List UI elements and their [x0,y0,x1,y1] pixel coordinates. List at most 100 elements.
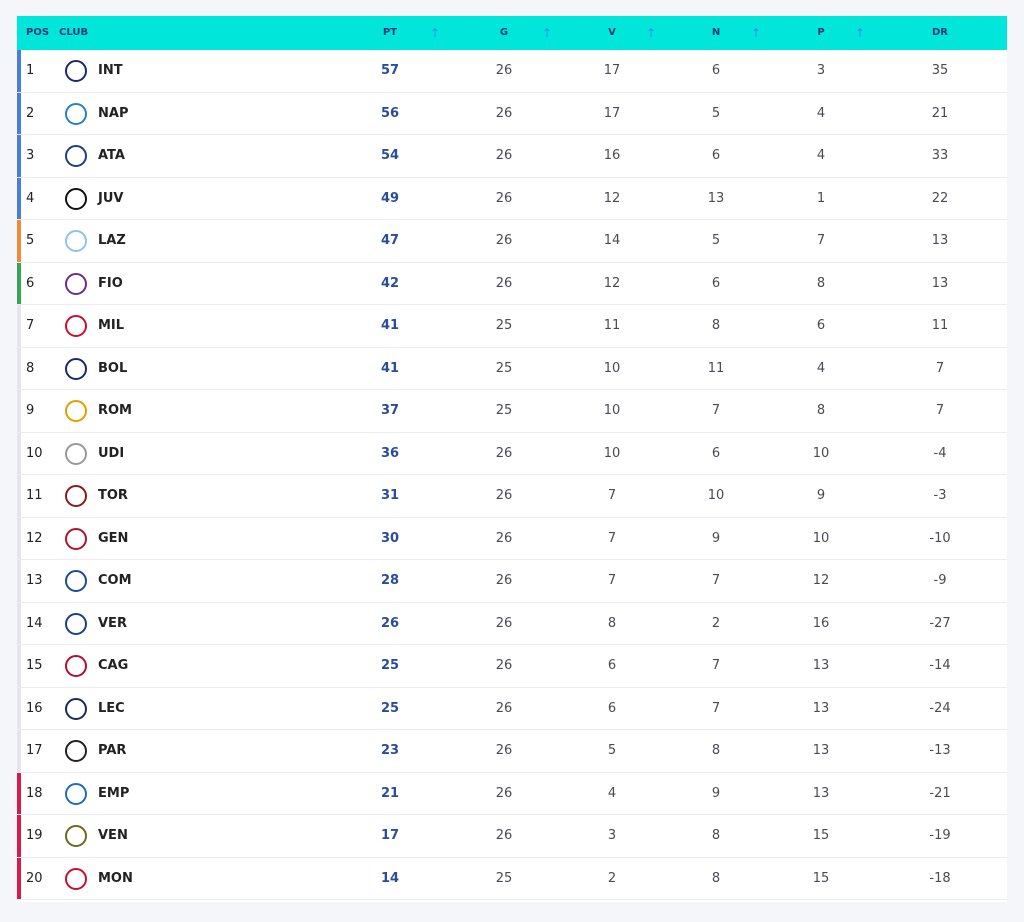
stat: 3 [816,63,826,78]
stat: 26 [495,743,513,758]
column-header[interactable]: P [817,27,825,38]
zone-marker [17,687,21,729]
stat: -9 [933,573,947,588]
sort-arrow[interactable]: ↑ [751,26,762,40]
points: 21 [380,785,400,801]
table-row[interactable]: 1 INT 57 26 17 6 3 35 [17,50,1007,93]
stat: 26 [495,828,513,843]
table-row[interactable]: 15 CAG 25 26 6 7 13 -14 [17,645,1007,688]
table-row[interactable]: 19 VEN 17 26 3 8 15 -19 [17,815,1007,858]
club-name: ATA [98,148,125,163]
stat: 1 [816,190,826,206]
club-logo [65,697,87,720]
stat: 11 [603,318,621,333]
stat: 8 [711,870,721,886]
club-logo [65,102,87,125]
club-name: MON [98,870,133,886]
stat: 10 [603,360,621,376]
club-name: MIL [98,318,125,333]
club-name: VEN [98,828,128,843]
stat: 15 [812,870,830,886]
stat: 10 [707,488,725,503]
stat: 13 [707,190,725,206]
column-header[interactable]: V [608,27,616,38]
stat: 8 [816,403,826,418]
club-logo [65,527,87,550]
position: 10 [26,445,43,461]
stat: 6 [711,63,721,78]
club-name: TOR [98,488,128,503]
stat: 10 [812,445,830,461]
table-row[interactable]: 2 NAP 56 26 17 5 4 21 [17,92,1007,135]
zone-marker [17,92,21,134]
zone-marker [17,772,21,814]
stat: 13 [931,233,949,248]
points: 31 [380,488,400,503]
table-row[interactable]: 12 GEN 30 26 7 9 10 -10 [17,517,1007,560]
position: 9 [26,403,35,418]
stat: 8 [711,828,721,843]
zone-marker [17,517,21,559]
table-row[interactable]: 6 FIO 42 26 12 6 8 13 [17,262,1007,305]
sort-arrow[interactable]: ↑ [430,26,441,40]
table-row[interactable]: 5 LAZ 47 26 14 5 7 13 [17,220,1007,263]
table-row[interactable]: 14 VER 26 26 8 2 16 -27 [17,602,1007,645]
stat: 17 [603,63,621,78]
stat: 26 [495,530,513,546]
stat: 7 [711,658,721,673]
table-row[interactable]: 13 COM 28 26 7 7 12 -9 [17,560,1007,603]
stat: 5 [711,233,721,248]
club-name: UDI [98,445,125,461]
table-row[interactable]: 7 MIL 41 25 11 8 6 11 [17,305,1007,348]
stat: 13 [812,658,830,673]
stat: 8 [711,318,721,333]
stat: 14 [603,233,621,248]
column-header[interactable]: N [711,27,721,38]
stat: 26 [495,615,513,631]
table-row[interactable]: 10 UDI 36 26 10 6 10 -4 [17,432,1007,475]
stat: 6 [711,445,721,461]
stat: 12 [603,190,621,206]
table-row[interactable]: 20 MON 14 25 2 8 15 -18 [17,857,1007,900]
club-logo [65,315,87,337]
sort-arrow[interactable]: ↑ [646,26,657,40]
stat: 6 [607,658,617,673]
club-logo [65,400,87,422]
table-row[interactable]: 4 JUV 49 26 12 13 1 22 [17,177,1007,220]
stat: 7 [816,233,826,248]
club-logo [65,782,87,805]
stat: 7 [711,403,721,418]
stat: 7 [607,573,617,588]
column-header: DR [931,27,948,38]
stat: 26 [495,488,513,503]
zone-marker [17,390,21,432]
position: 7 [26,318,35,333]
table-row[interactable]: 17 PAR 23 26 5 8 13 -13 [17,730,1007,773]
zone-marker [17,645,21,687]
position: 14 [26,615,43,631]
sort-arrow[interactable]: ↑ [855,26,866,40]
club-name: EMP [98,785,130,801]
column-header[interactable]: PT [382,27,398,38]
table-row[interactable]: 16 LEC 25 26 6 7 13 -24 [17,687,1007,730]
stat: 13 [812,743,830,758]
table-row[interactable]: 9 ROM 37 25 10 7 8 7 [17,390,1007,433]
table-row[interactable]: 18 EMP 21 26 4 9 13 -21 [17,772,1007,815]
table-row[interactable]: 3 ATA 54 26 16 6 4 33 [17,135,1007,178]
position: 8 [26,360,35,376]
club-logo [65,825,87,847]
stat: 17 [603,105,621,121]
stat: 2 [607,870,617,886]
stat: 33 [931,148,949,163]
club-name: PAR [98,743,127,758]
position: 17 [26,743,43,758]
table-row[interactable]: 8 BOL 41 25 10 11 4 7 [17,347,1007,390]
position: 18 [26,785,43,801]
column-header[interactable]: G [499,27,509,38]
stat: 7 [607,530,617,546]
stat: 6 [607,700,617,716]
sort-arrow[interactable]: ↑ [542,26,553,40]
zone-marker [17,432,21,474]
table-row[interactable]: 11 TOR 31 26 7 10 9 -3 [17,475,1007,518]
column-header: POS [26,27,50,38]
